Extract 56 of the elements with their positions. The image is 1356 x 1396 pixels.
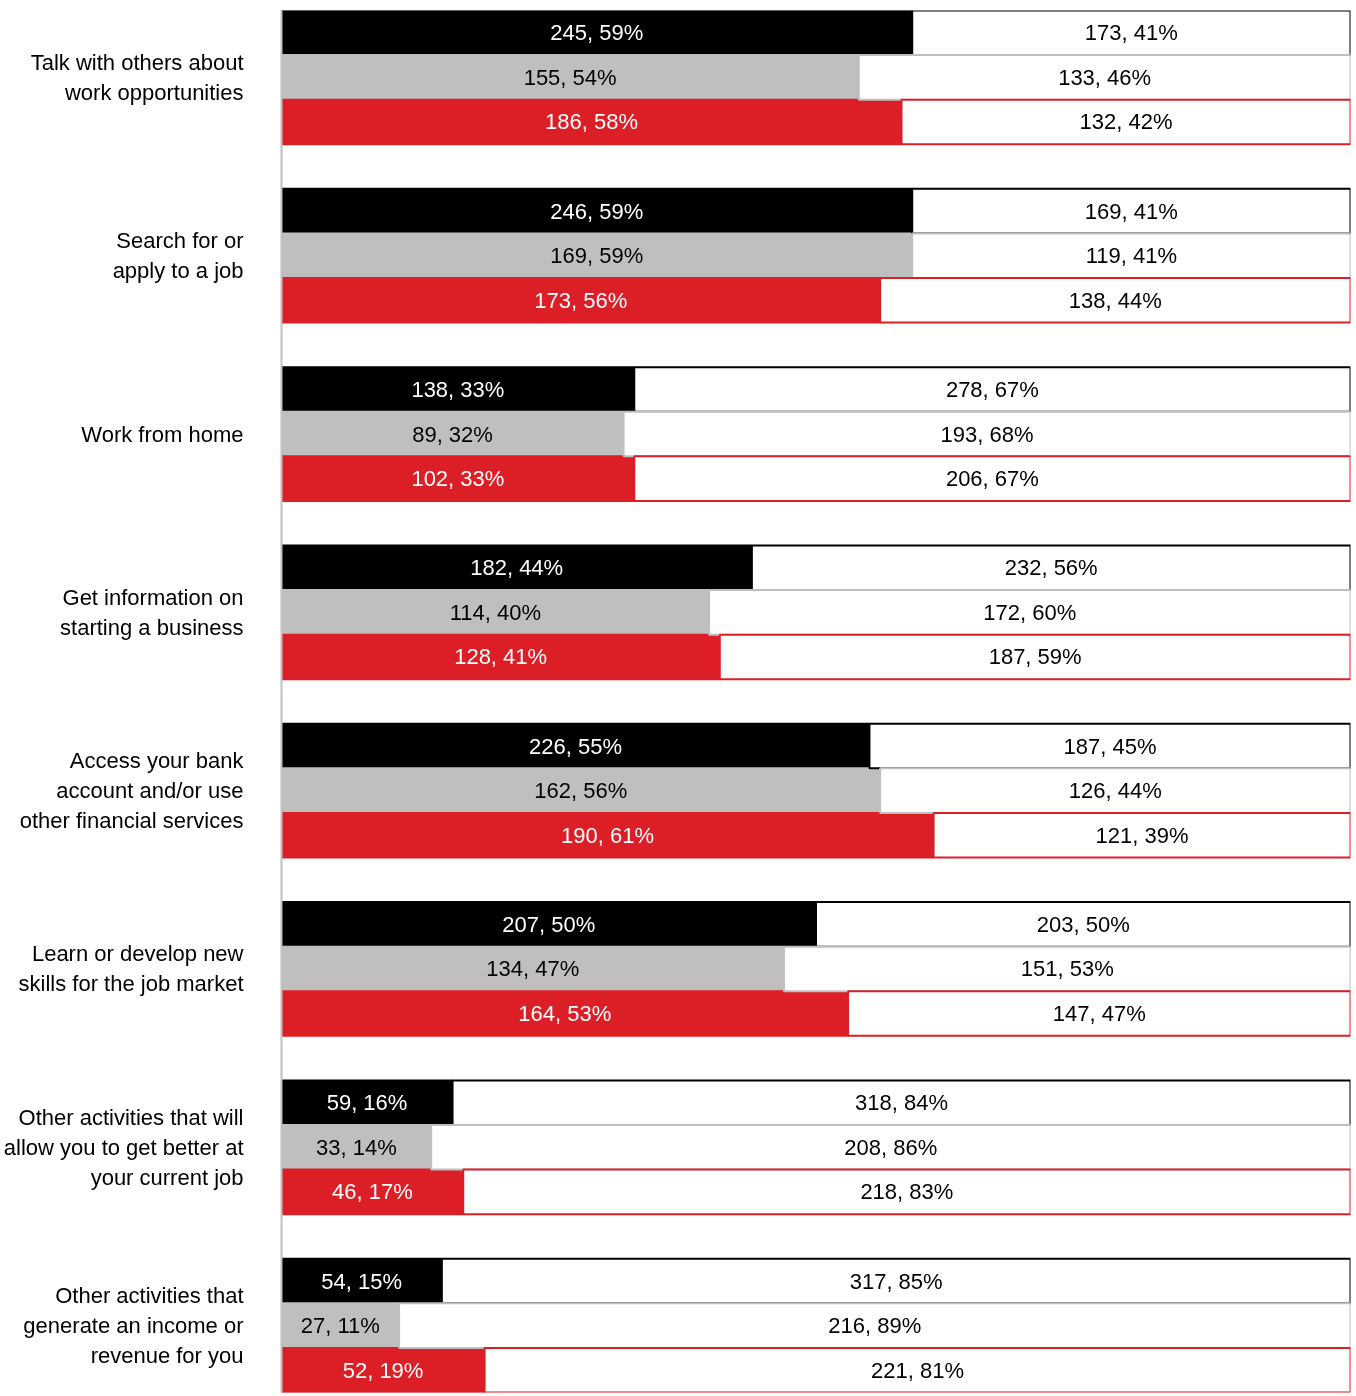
- data-label: 207, 50%: [502, 911, 596, 937]
- data-label: 208, 86%: [844, 1134, 938, 1160]
- data-label: 102, 33%: [411, 466, 505, 492]
- data-label: 226, 55%: [528, 733, 622, 759]
- data-label: 232, 56%: [1004, 555, 1098, 581]
- data-label: 132, 42%: [1079, 109, 1173, 135]
- data-label: 121, 39%: [1095, 822, 1189, 848]
- data-label: 173, 41%: [1084, 20, 1178, 46]
- y-tick-label: Search for or apply to a job: [112, 228, 244, 284]
- data-label: 134, 47%: [486, 956, 580, 982]
- y-tick-label: Learn or develop new skills for the job market: [18, 941, 244, 997]
- data-label: 54, 15%: [321, 1268, 403, 1294]
- data-label: 151, 53%: [1020, 956, 1114, 982]
- data-label: 186, 58%: [545, 109, 638, 135]
- data-label: 164, 53%: [518, 1001, 612, 1027]
- data-label: 193, 68%: [940, 421, 1034, 447]
- data-label: 203, 50%: [1036, 911, 1130, 937]
- data-label: 119, 41%: [1085, 243, 1178, 269]
- data-label: 190, 61%: [561, 822, 655, 848]
- data-label: 59, 16%: [326, 1090, 408, 1116]
- y-tick-label: Other activities that will allow you to get better at your current job: [3, 1104, 244, 1190]
- data-label: 206, 67%: [945, 466, 1039, 492]
- data-label: 89, 32%: [412, 421, 493, 447]
- y-tick-label: Other activities that generate an income or revenue for you: [23, 1283, 244, 1369]
- data-label: 169, 59%: [550, 243, 644, 269]
- data-label: 278, 67%: [945, 376, 1039, 402]
- data-label: 221, 81%: [871, 1357, 965, 1383]
- data-label: 169, 41%: [1084, 198, 1178, 224]
- data-label: 218, 83%: [860, 1179, 954, 1205]
- data-label: 216, 89%: [828, 1313, 922, 1339]
- data-label: 52, 19%: [342, 1357, 424, 1383]
- data-label: 187, 59%: [988, 644, 1082, 670]
- y-tick-label: Get information on starting a business: [60, 584, 244, 640]
- y-tick-label: Work from home: [81, 421, 244, 447]
- data-label: 245, 59%: [550, 20, 644, 46]
- data-label: 246, 59%: [550, 198, 644, 224]
- data-label: 147, 47%: [1052, 1001, 1146, 1027]
- data-label: 133, 46%: [1058, 64, 1152, 90]
- data-label: 155, 54%: [523, 64, 617, 90]
- data-label: 46, 17%: [332, 1179, 413, 1205]
- data-label: 182, 44%: [470, 555, 564, 581]
- data-label: 162, 56%: [534, 778, 628, 804]
- y-tick-label: Access your bank account and/or use other financial services: [19, 748, 245, 834]
- y-tick-label: Talk with others about work opportunities: [30, 49, 244, 105]
- data-label: 126, 44%: [1068, 778, 1162, 804]
- data-label: 27, 11%: [300, 1313, 380, 1339]
- data-label: 138, 44%: [1068, 287, 1162, 313]
- data-label: 138, 33%: [411, 376, 505, 402]
- data-label: 318, 84%: [855, 1090, 949, 1116]
- data-label: 172, 60%: [983, 599, 1077, 625]
- data-label: 114, 40%: [449, 599, 541, 625]
- data-label: 128, 41%: [454, 644, 548, 670]
- data-label: 187, 45%: [1063, 733, 1157, 759]
- data-label: 33, 14%: [315, 1134, 397, 1160]
- data-label: 317, 85%: [849, 1268, 943, 1294]
- data-label: 173, 56%: [534, 287, 628, 313]
